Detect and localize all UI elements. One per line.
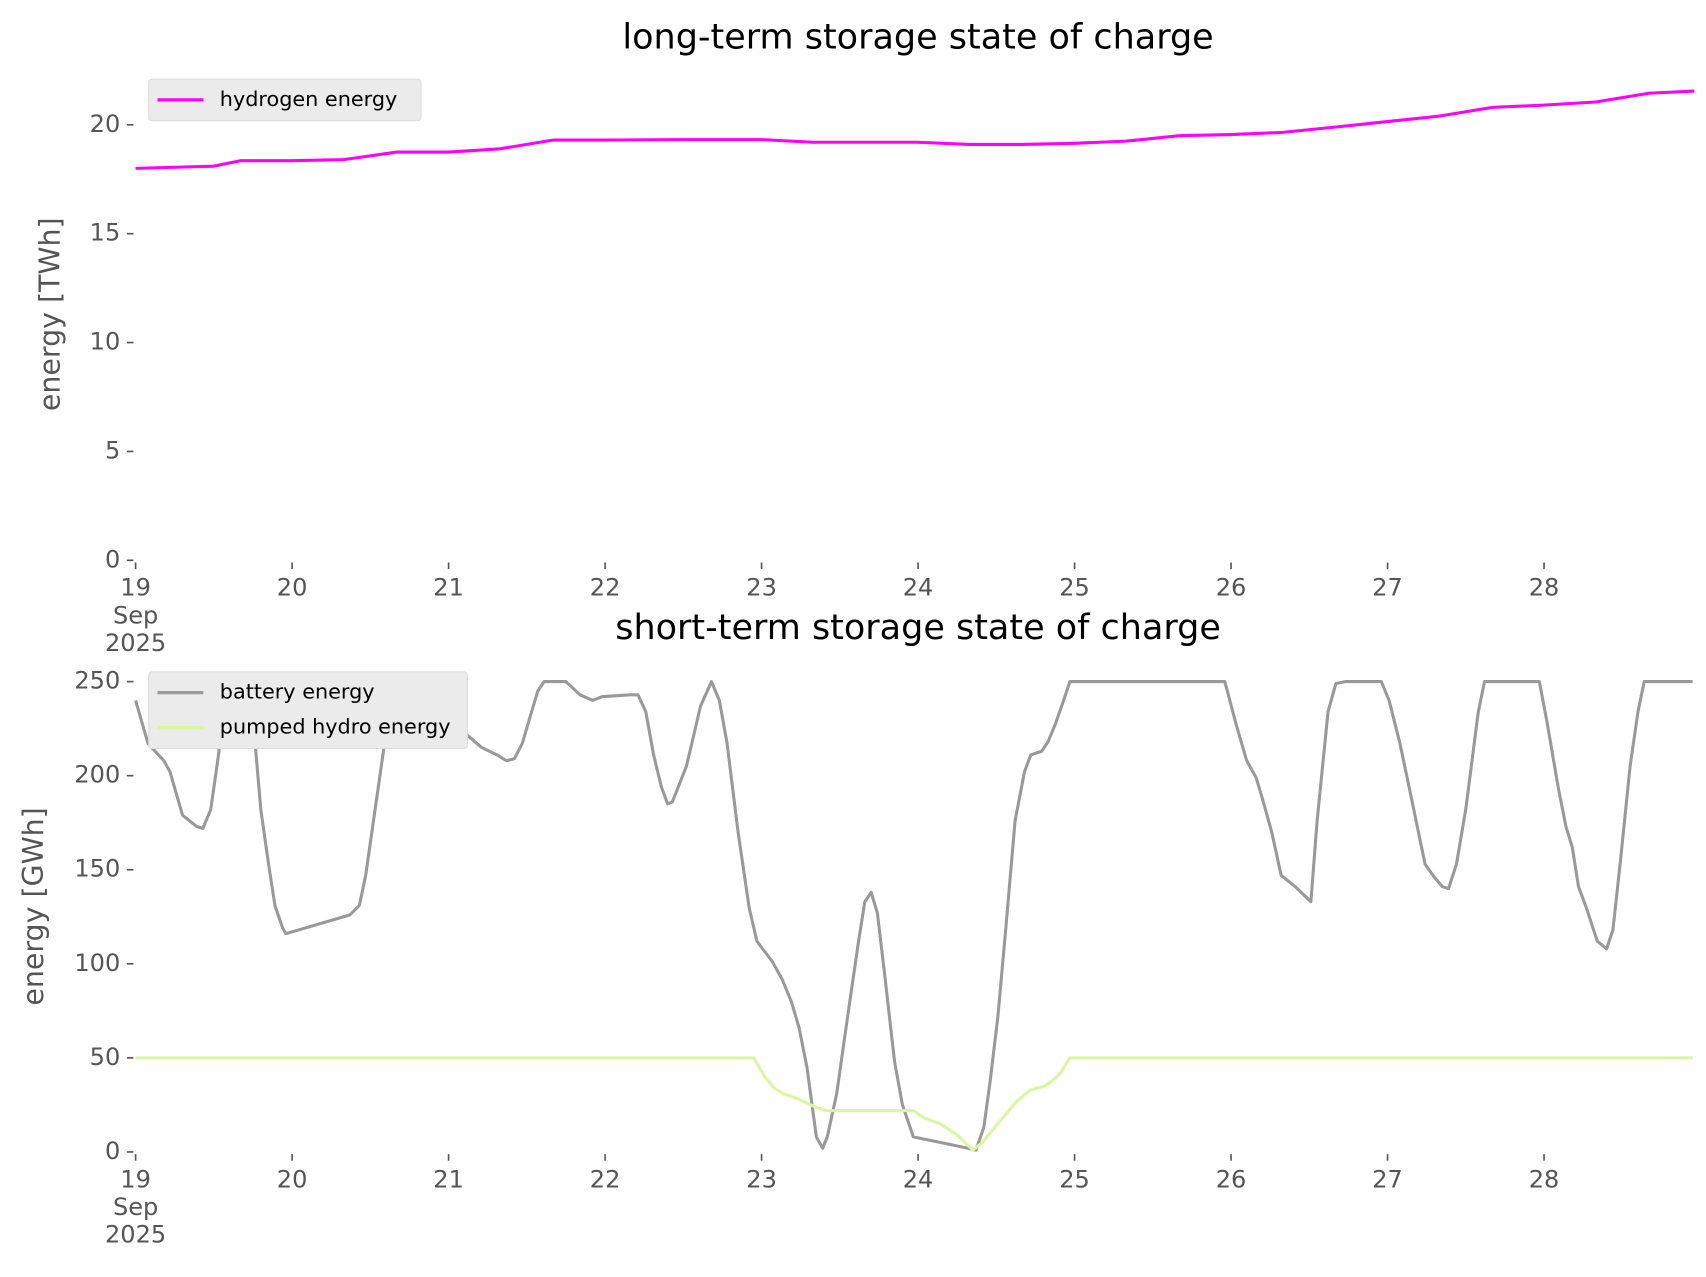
- x-tick-label: 26: [1216, 574, 1247, 602]
- legend-box: [148, 671, 468, 749]
- y-axis-label: energy [GWh]: [17, 807, 50, 1005]
- x-tick-label: 22: [590, 574, 621, 602]
- x-tick-label: 21: [433, 574, 464, 602]
- x-tick-label: 24: [903, 574, 934, 602]
- x-tick-label: 21: [433, 1165, 464, 1193]
- y-tick-label: 200: [74, 761, 120, 789]
- x-tick-label: 28: [1529, 574, 1560, 602]
- legend-label: battery energy: [220, 680, 375, 704]
- x-tick-label: 24: [903, 1165, 934, 1193]
- x-tick-label: 25: [1059, 1165, 1090, 1193]
- x-tick-label: 19 Sep 2025: [105, 1165, 166, 1248]
- x-tick-label: 23: [746, 574, 777, 602]
- y-tick-label: 20: [90, 110, 121, 138]
- y-axis-label: energy [TWh]: [33, 217, 66, 411]
- y-tick-label: 150: [74, 855, 120, 883]
- x-tick-label: 25: [1059, 574, 1090, 602]
- series-line: [135, 89, 1695, 170]
- x-tick-label: 27: [1372, 1165, 1403, 1193]
- x-tick-label: 28: [1529, 1165, 1560, 1193]
- chart-title: long-term storage state of charge: [622, 18, 1213, 58]
- y-tick-label: 0: [105, 1137, 120, 1165]
- legend-label: pumped hydro energy: [220, 715, 451, 739]
- x-tick-label: 23: [746, 1165, 777, 1193]
- y-tick-label: 10: [90, 328, 121, 356]
- y-tick-label: 100: [74, 949, 120, 977]
- x-tick-label: 19 Sep 2025: [105, 574, 166, 657]
- y-tick-label: 0: [105, 545, 120, 573]
- legend-label: hydrogen energy: [220, 87, 398, 111]
- legend-box: [148, 78, 422, 122]
- x-tick-label: 27: [1372, 574, 1403, 602]
- y-tick-label: 250: [74, 667, 120, 695]
- series-line: [134, 680, 1693, 1152]
- x-tick-label: 20: [277, 1165, 308, 1193]
- series-line: [135, 1056, 1693, 1152]
- x-tick-label: 26: [1216, 1165, 1247, 1193]
- x-tick-label: 20: [277, 574, 308, 602]
- x-tick-label: 22: [590, 1165, 621, 1193]
- y-tick-label: 5: [105, 436, 120, 464]
- chart-title: short-term storage state of charge: [615, 608, 1221, 648]
- y-tick-label: 50: [90, 1043, 121, 1071]
- y-tick-label: 15: [90, 219, 121, 247]
